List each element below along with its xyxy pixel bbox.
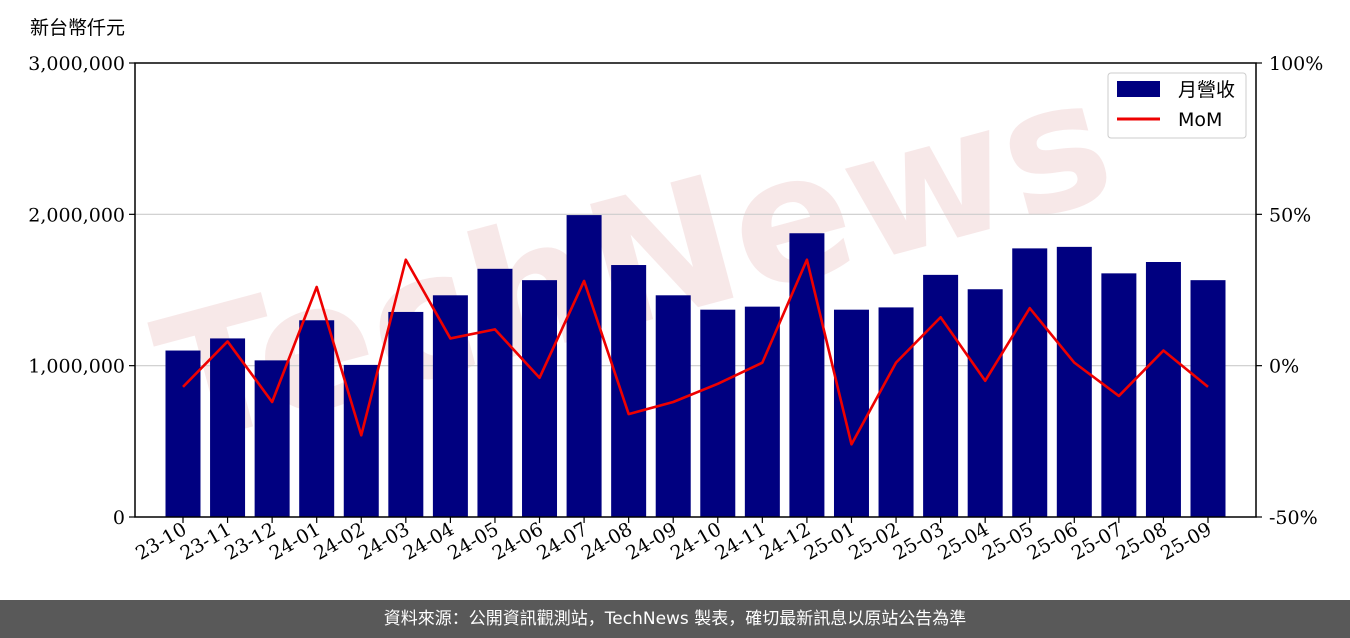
x-tick-label: 24-06 — [489, 518, 547, 564]
revenue-bar — [789, 233, 825, 517]
right-axis-ticks: -50% 0% 50% 100% — [1256, 53, 1323, 529]
x-tick-label: 23-11 — [177, 518, 235, 564]
revenue-bar — [1056, 246, 1092, 517]
revenue-bar — [833, 309, 869, 517]
revenue-bar — [299, 320, 335, 517]
x-tick-label: 23-12 — [221, 518, 279, 564]
revenue-bar — [700, 309, 736, 517]
revenue-bar — [388, 311, 424, 517]
x-tick-label: 24-01 — [266, 518, 324, 564]
mom-line — [182, 258, 1209, 446]
x-tick-label: 24-04 — [399, 518, 457, 564]
revenue-bar — [477, 268, 513, 517]
revenue-bar — [1190, 280, 1226, 517]
revenue-bar — [878, 307, 914, 517]
x-tick-label: 25-01 — [801, 518, 859, 564]
right-tick-label: 50% — [1269, 204, 1311, 226]
mom-line-series — [182, 258, 1209, 446]
x-tick-label: 24-02 — [310, 518, 368, 564]
left-tick-label: 3,000,000 — [28, 53, 125, 75]
x-tick-label: 25-08 — [1112, 518, 1170, 564]
left-tick-label: 0 — [113, 507, 125, 529]
revenue-bar — [210, 338, 246, 517]
x-tick-label: 24-08 — [578, 518, 636, 564]
x-tick-label: 24-07 — [533, 518, 591, 564]
revenue-bar — [744, 306, 780, 517]
legend: 月營收 MoM — [1107, 72, 1247, 139]
revenue-bar — [1145, 262, 1181, 517]
right-tick-label: 0% — [1269, 356, 1299, 378]
x-tick-label: 24-09 — [622, 518, 680, 564]
revenue-bar — [165, 350, 201, 517]
revenue-mom-chart: TechNews 新台幣仟元 01,000,0002,000,0003,000,… — [28, 17, 1323, 565]
x-tick-label: 23-10 — [132, 518, 190, 564]
x-tick-label: 24-11 — [711, 518, 769, 564]
revenue-bar — [611, 265, 647, 517]
y-axis-unit-label: 新台幣仟元 — [30, 17, 125, 39]
left-tick-label: 2,000,000 — [28, 204, 125, 226]
plot-frame — [134, 62, 1257, 518]
legend-label-mom: MoM — [1178, 109, 1222, 131]
x-tick-label: 24-12 — [756, 518, 814, 564]
revenue-bar — [923, 274, 959, 517]
revenue-bar — [1012, 248, 1048, 517]
left-tick-label: 1,000,000 — [28, 356, 125, 378]
revenue-bar — [522, 280, 558, 517]
legend-bar-swatch — [1117, 81, 1160, 97]
x-tick-label: 25-09 — [1157, 518, 1215, 564]
x-tick-label: 24-05 — [444, 518, 502, 564]
right-tick-label: -50% — [1269, 507, 1318, 529]
legend-label-revenue: 月營收 — [1178, 79, 1235, 101]
x-tick-label: 25-06 — [1023, 518, 1081, 564]
x-tick-label: 25-02 — [845, 518, 903, 564]
x-tick-label: 24-10 — [667, 518, 725, 564]
x-tick-label: 25-04 — [934, 518, 992, 564]
x-tick-label: 25-05 — [979, 518, 1037, 564]
revenue-bar — [432, 295, 468, 517]
x-tick-label: 25-03 — [890, 518, 948, 564]
x-axis-ticks: 23-1023-1123-1224-0124-0224-0324-0424-05… — [132, 517, 1216, 565]
revenue-bar — [566, 215, 602, 517]
left-axis-ticks: 0 1,000,000 2,000,000 3,000,000 — [28, 53, 135, 529]
x-tick-label: 25-07 — [1068, 518, 1126, 564]
revenue-bar — [967, 289, 1003, 517]
x-tick-label: 24-03 — [355, 518, 413, 564]
source-footer: 資料來源：公開資訊觀測站，TechNews 製表，確切最新訊息以原站公告為準 — [0, 600, 1350, 638]
right-tick-label: 100% — [1269, 53, 1323, 75]
